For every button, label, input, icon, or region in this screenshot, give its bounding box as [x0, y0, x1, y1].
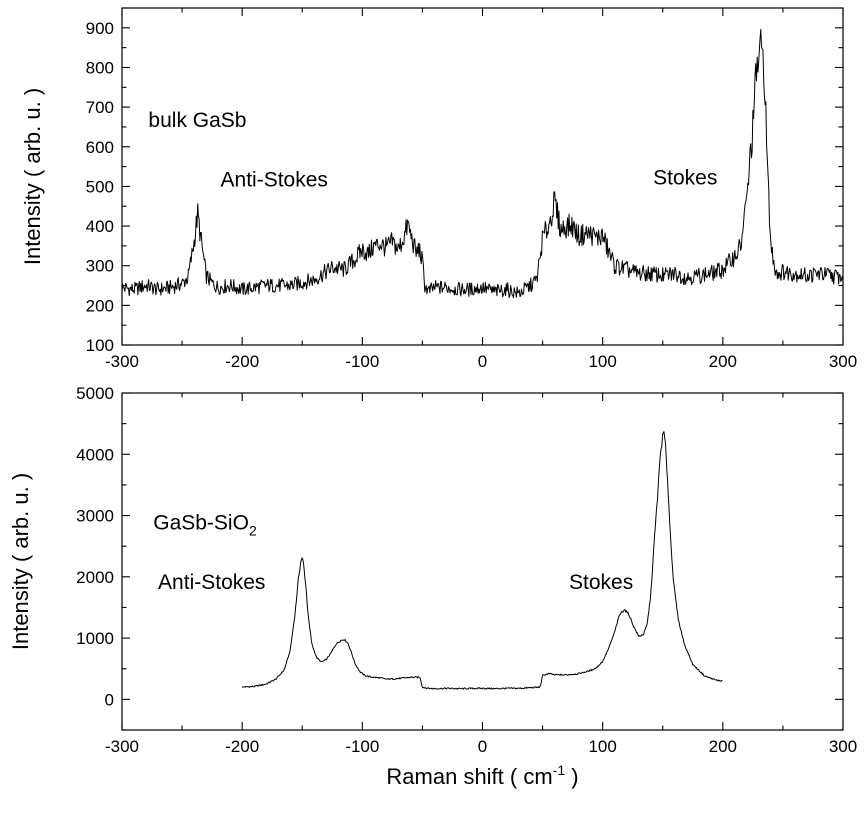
x-tick-label: -300: [105, 737, 139, 756]
spectrum-line: [241, 431, 723, 690]
y-axis-title: Intensity ( arb. u. ): [8, 473, 33, 650]
y-tick-label: 400: [86, 217, 114, 236]
x-tick-label: 100: [588, 737, 616, 756]
y-tick-label: 800: [86, 58, 114, 77]
x-tick-label: -300: [105, 352, 139, 371]
annotation-label: bulk GaSb: [148, 109, 246, 132]
x-tick-label: 100: [588, 352, 616, 371]
x-axis-title: Raman shift ( cm-1 ): [386, 762, 578, 789]
x-tick-label: -200: [225, 352, 259, 371]
x-tick-label: 200: [709, 352, 737, 371]
x-tick-label: 0: [478, 352, 487, 371]
y-tick-label: 1000: [76, 629, 114, 648]
gasb-sio2-panel: -300 -200 -100 0 100 200 300010002000300040005…: [8, 384, 857, 789]
annotation-label: Stokes: [569, 571, 633, 594]
x-tick-label: 300: [829, 352, 857, 371]
y-tick-label: 900: [86, 19, 114, 38]
bulk-gasb-panel: -300 -200 -100 0 100 200 300 100 200 300 400 500 600…: [20, 7, 857, 371]
annotation-label: Stokes: [653, 166, 717, 189]
y-tick-label: 700: [86, 98, 114, 117]
x-tick-label: 300: [829, 737, 857, 756]
y-tick-label: 300: [86, 257, 114, 276]
annotation-subscript: 2: [249, 523, 257, 539]
y-tick-label: 200: [86, 296, 114, 315]
x-tick-label: -100: [345, 352, 379, 371]
annotation-label: Anti-Stokes: [158, 571, 265, 594]
y-axis-title: Intensity ( arb. u. ): [20, 88, 45, 265]
y-tick-label: 2000: [76, 568, 114, 587]
y-tick-label: 600: [86, 138, 114, 157]
x-tick-label: -100: [345, 737, 379, 756]
x-tick-label: -200: [225, 737, 259, 756]
annotation-label: GaSb-SiO2: [153, 512, 257, 539]
plot-frame: [121, 392, 844, 731]
annotation-label: Anti-Stokes: [221, 168, 328, 191]
y-tick-label: 3000: [76, 507, 114, 526]
unit-superscript: -1: [553, 762, 566, 778]
x-tick-label: 0: [478, 737, 487, 756]
x-tick-label: 200: [709, 737, 737, 756]
y-tick-label: 4000: [76, 445, 114, 464]
y-tick-label: 100: [86, 336, 114, 355]
y-tick-label: 0: [105, 690, 114, 709]
y-tick-label: 5000: [76, 384, 114, 403]
y-tick-label: 500: [86, 177, 114, 196]
spectrum-line: [121, 28, 844, 299]
